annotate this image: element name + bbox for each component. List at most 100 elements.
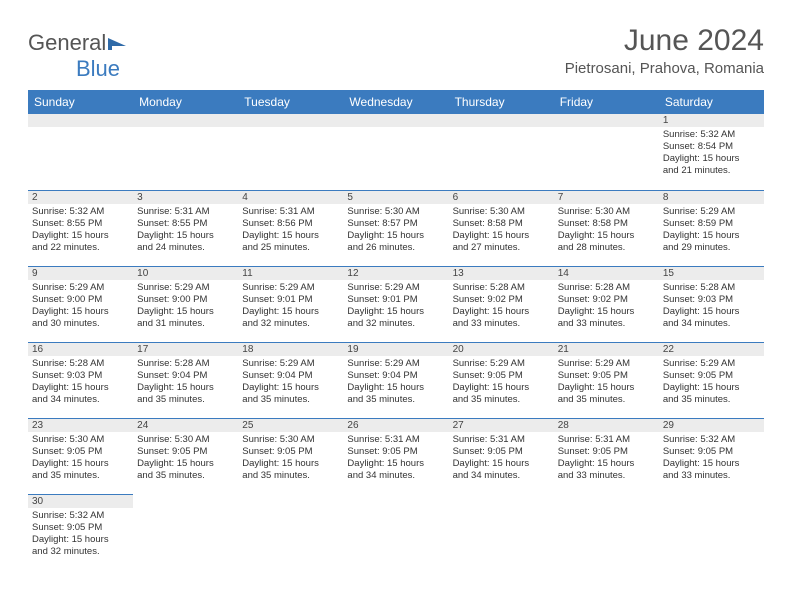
detail-line: Daylight: 15 hours	[242, 230, 339, 242]
detail-line: Sunset: 8:56 PM	[242, 218, 339, 230]
day-number: 7	[554, 190, 659, 204]
day-number: 9	[28, 266, 133, 280]
weekday-header: Monday	[133, 90, 238, 114]
day-number: 22	[659, 342, 764, 356]
calendar-cell: 20Sunrise: 5:29 AMSunset: 9:05 PMDayligh…	[449, 342, 554, 418]
detail-line: and 34 minutes.	[663, 318, 760, 330]
month-year: June 2024	[565, 24, 764, 58]
detail-line: Sunrise: 5:32 AM	[32, 510, 129, 522]
detail-line: Daylight: 15 hours	[558, 382, 655, 394]
calendar-cell: 29Sunrise: 5:32 AMSunset: 9:05 PMDayligh…	[659, 418, 764, 494]
day-details: Sunrise: 5:30 AMSunset: 9:05 PMDaylight:…	[133, 432, 238, 486]
detail-line: Daylight: 15 hours	[242, 382, 339, 394]
detail-line: Sunrise: 5:30 AM	[347, 206, 444, 218]
calendar-cell: 4Sunrise: 5:31 AMSunset: 8:56 PMDaylight…	[238, 190, 343, 266]
detail-line: Sunset: 9:00 PM	[32, 294, 129, 306]
calendar-cell: 11Sunrise: 5:29 AMSunset: 9:01 PMDayligh…	[238, 266, 343, 342]
calendar-week-row: 9Sunrise: 5:29 AMSunset: 9:00 PMDaylight…	[28, 266, 764, 342]
day-details: Sunrise: 5:29 AMSunset: 9:04 PMDaylight:…	[238, 356, 343, 410]
detail-line: and 22 minutes.	[32, 242, 129, 254]
day-number: 14	[554, 266, 659, 280]
calendar-cell	[28, 114, 133, 190]
day-number: 17	[133, 342, 238, 356]
detail-line: Sunrise: 5:30 AM	[242, 434, 339, 446]
day-number: 3	[133, 190, 238, 204]
detail-line: and 33 minutes.	[558, 470, 655, 482]
calendar-cell	[133, 114, 238, 190]
empty-day-header	[343, 114, 448, 127]
calendar-cell: 1Sunrise: 5:32 AMSunset: 8:54 PMDaylight…	[659, 114, 764, 190]
detail-line: and 21 minutes.	[663, 165, 760, 177]
detail-line: Sunrise: 5:29 AM	[32, 282, 129, 294]
calendar-cell: 3Sunrise: 5:31 AMSunset: 8:55 PMDaylight…	[133, 190, 238, 266]
day-details: Sunrise: 5:32 AMSunset: 9:05 PMDaylight:…	[28, 508, 133, 562]
calendar-cell: 18Sunrise: 5:29 AMSunset: 9:04 PMDayligh…	[238, 342, 343, 418]
detail-line: Daylight: 15 hours	[453, 230, 550, 242]
day-number: 27	[449, 418, 554, 432]
detail-line: Sunset: 8:57 PM	[347, 218, 444, 230]
detail-line: and 35 minutes.	[32, 470, 129, 482]
day-number: 2	[28, 190, 133, 204]
day-details: Sunrise: 5:28 AMSunset: 9:04 PMDaylight:…	[133, 356, 238, 410]
calendar-cell: 5Sunrise: 5:30 AMSunset: 8:57 PMDaylight…	[343, 190, 448, 266]
detail-line: Daylight: 15 hours	[32, 306, 129, 318]
logo-text: GeneralBlue	[28, 30, 128, 82]
day-details: Sunrise: 5:29 AMSunset: 9:00 PMDaylight:…	[133, 280, 238, 334]
detail-line: Sunset: 9:01 PM	[242, 294, 339, 306]
day-details: Sunrise: 5:29 AMSunset: 9:01 PMDaylight:…	[343, 280, 448, 334]
day-details: Sunrise: 5:30 AMSunset: 8:58 PMDaylight:…	[449, 204, 554, 258]
day-details: Sunrise: 5:30 AMSunset: 9:05 PMDaylight:…	[238, 432, 343, 486]
empty-day-header	[238, 114, 343, 127]
detail-line: Sunrise: 5:29 AM	[663, 206, 760, 218]
detail-line: Sunrise: 5:29 AM	[242, 358, 339, 370]
detail-line: Daylight: 15 hours	[32, 382, 129, 394]
calendar-cell: 17Sunrise: 5:28 AMSunset: 9:04 PMDayligh…	[133, 342, 238, 418]
day-details: Sunrise: 5:32 AMSunset: 8:55 PMDaylight:…	[28, 204, 133, 258]
day-details: Sunrise: 5:31 AMSunset: 9:05 PMDaylight:…	[449, 432, 554, 486]
day-details: Sunrise: 5:30 AMSunset: 8:58 PMDaylight:…	[554, 204, 659, 258]
detail-line: Daylight: 15 hours	[137, 458, 234, 470]
day-number: 15	[659, 266, 764, 280]
weekday-header-row: SundayMondayTuesdayWednesdayThursdayFrid…	[28, 90, 764, 114]
detail-line: Sunset: 9:02 PM	[558, 294, 655, 306]
detail-line: Sunrise: 5:32 AM	[32, 206, 129, 218]
detail-line: Sunrise: 5:30 AM	[137, 434, 234, 446]
detail-line: Sunset: 8:58 PM	[558, 218, 655, 230]
logo-text-2: Blue	[76, 56, 120, 81]
detail-line: and 35 minutes.	[558, 394, 655, 406]
detail-line: Sunset: 9:05 PM	[558, 370, 655, 382]
title-block: June 2024 Pietrosani, Prahova, Romania	[565, 24, 764, 77]
detail-line: Sunset: 9:05 PM	[453, 446, 550, 458]
day-number: 18	[238, 342, 343, 356]
day-number: 25	[238, 418, 343, 432]
detail-line: Sunset: 9:05 PM	[558, 446, 655, 458]
detail-line: Sunset: 9:01 PM	[347, 294, 444, 306]
calendar-body: 1Sunrise: 5:32 AMSunset: 8:54 PMDaylight…	[28, 114, 764, 570]
day-number: 13	[449, 266, 554, 280]
detail-line: Daylight: 15 hours	[347, 382, 444, 394]
weekday-header: Saturday	[659, 90, 764, 114]
calendar-cell: 21Sunrise: 5:29 AMSunset: 9:05 PMDayligh…	[554, 342, 659, 418]
calendar-cell	[449, 114, 554, 190]
detail-line: and 35 minutes.	[663, 394, 760, 406]
logo: GeneralBlue	[28, 24, 128, 82]
detail-line: and 33 minutes.	[453, 318, 550, 330]
day-details: Sunrise: 5:30 AMSunset: 9:05 PMDaylight:…	[28, 432, 133, 486]
detail-line: Sunset: 9:05 PM	[137, 446, 234, 458]
detail-line: and 34 minutes.	[347, 470, 444, 482]
day-details: Sunrise: 5:29 AMSunset: 9:05 PMDaylight:…	[449, 356, 554, 410]
day-number: 21	[554, 342, 659, 356]
day-number: 23	[28, 418, 133, 432]
detail-line: Sunrise: 5:31 AM	[137, 206, 234, 218]
header: GeneralBlue June 2024 Pietrosani, Prahov…	[28, 24, 764, 82]
detail-line: and 35 minutes.	[137, 394, 234, 406]
day-details: Sunrise: 5:31 AMSunset: 9:05 PMDaylight:…	[554, 432, 659, 486]
day-number: 24	[133, 418, 238, 432]
calendar-cell	[133, 494, 238, 570]
calendar-cell: 23Sunrise: 5:30 AMSunset: 9:05 PMDayligh…	[28, 418, 133, 494]
location: Pietrosani, Prahova, Romania	[565, 60, 764, 77]
detail-line: Sunset: 8:58 PM	[453, 218, 550, 230]
calendar-week-row: 23Sunrise: 5:30 AMSunset: 9:05 PMDayligh…	[28, 418, 764, 494]
detail-line: Sunset: 9:05 PM	[32, 522, 129, 534]
calendar-cell: 14Sunrise: 5:28 AMSunset: 9:02 PMDayligh…	[554, 266, 659, 342]
